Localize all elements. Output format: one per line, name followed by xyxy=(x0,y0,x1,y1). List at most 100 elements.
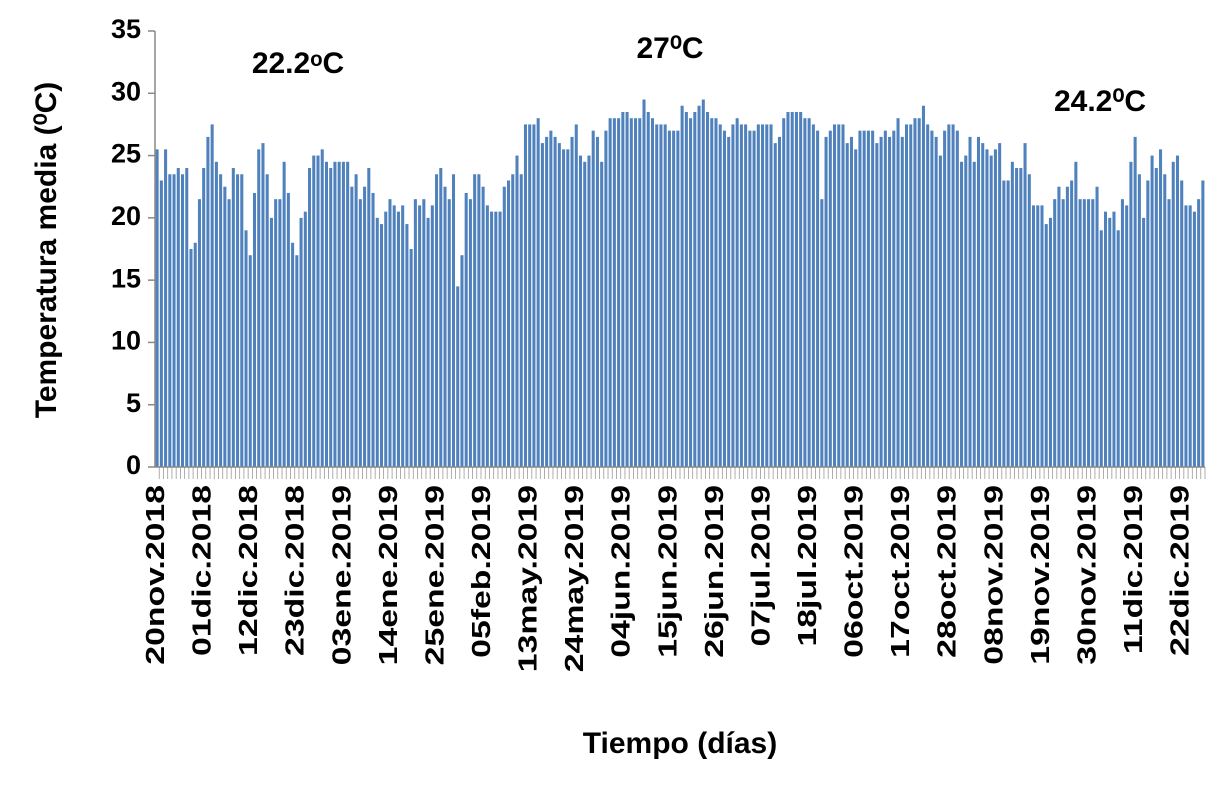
bar xyxy=(1099,230,1103,467)
bar xyxy=(451,174,456,467)
bar xyxy=(1116,230,1120,467)
y-axis-label: Temperatura media (⁰C) xyxy=(30,82,63,419)
bar xyxy=(756,124,760,467)
x-tick-label: 03ene.2019 xyxy=(328,485,356,665)
bar xyxy=(1184,205,1188,467)
bar xyxy=(960,161,964,468)
x-tick-label: 30nov.2019 xyxy=(1073,485,1101,665)
bar xyxy=(943,130,947,467)
bar xyxy=(337,161,341,468)
bar xyxy=(921,105,925,467)
bar xyxy=(236,174,240,467)
bar xyxy=(278,199,282,467)
bar xyxy=(193,242,197,467)
bar xyxy=(1032,205,1036,467)
bar xyxy=(1175,155,1180,468)
bar xyxy=(274,199,278,467)
bar xyxy=(964,155,968,468)
bar xyxy=(634,118,638,467)
bar xyxy=(269,217,273,467)
y-tick-label: 5 xyxy=(126,388,141,418)
bar xyxy=(168,174,172,467)
bar xyxy=(1078,199,1082,467)
bar xyxy=(659,124,663,467)
bar xyxy=(1074,161,1078,468)
bar xyxy=(481,186,485,467)
bar xyxy=(591,130,595,467)
bar xyxy=(587,155,591,468)
x-tick-label: 05feb.2019 xyxy=(468,485,496,658)
bar xyxy=(553,136,557,467)
bar xyxy=(1065,186,1069,467)
x-tick-label: 28oct.2019 xyxy=(933,485,961,658)
bar xyxy=(341,161,345,468)
bar xyxy=(816,130,820,467)
bar xyxy=(502,186,506,467)
bar xyxy=(401,205,405,467)
bar xyxy=(1057,186,1061,467)
bar xyxy=(1159,149,1163,468)
bar xyxy=(562,149,566,468)
bar xyxy=(468,199,472,467)
bar xyxy=(642,99,646,467)
bar xyxy=(1061,199,1065,467)
bar xyxy=(617,118,621,467)
bar xyxy=(1044,224,1048,467)
bar xyxy=(528,124,532,467)
bar xyxy=(667,130,671,467)
bar xyxy=(595,136,599,467)
bar xyxy=(578,155,583,468)
bar xyxy=(833,124,837,467)
bar xyxy=(523,124,527,467)
bar xyxy=(219,174,223,467)
bar xyxy=(291,242,295,467)
bar xyxy=(257,149,261,468)
bar xyxy=(1188,205,1192,467)
bar xyxy=(600,161,604,468)
bar xyxy=(748,130,752,467)
bar xyxy=(735,118,739,467)
bar xyxy=(1125,205,1129,467)
bar xyxy=(180,174,185,467)
x-tick-label: 11dic.2019 xyxy=(1120,485,1148,654)
bar xyxy=(900,136,904,467)
x-tick-label: 17oct.2019 xyxy=(887,485,915,658)
bar xyxy=(1048,217,1052,467)
bar xyxy=(545,136,549,467)
bar xyxy=(612,118,616,467)
bar xyxy=(1108,217,1112,467)
bar xyxy=(811,124,815,467)
bar xyxy=(396,211,400,467)
bar xyxy=(968,136,972,467)
bar xyxy=(511,174,515,467)
y-tick-label: 25 xyxy=(111,139,141,169)
bar xyxy=(231,168,235,467)
bar xyxy=(159,180,163,467)
bar xyxy=(701,99,705,467)
bar xyxy=(566,149,570,468)
bar xyxy=(947,124,951,467)
bar xyxy=(1146,180,1150,467)
x-tick-label: 24may.2019 xyxy=(561,485,589,672)
bar xyxy=(371,192,375,467)
bar xyxy=(1040,205,1044,467)
bar xyxy=(896,118,900,467)
bar xyxy=(841,124,845,467)
bar xyxy=(934,136,938,467)
bar xyxy=(532,124,536,467)
bar xyxy=(1082,199,1086,467)
bar xyxy=(761,124,765,467)
bar xyxy=(549,130,553,467)
bar xyxy=(324,161,328,468)
bar xyxy=(1036,205,1040,467)
bar xyxy=(727,136,731,467)
bar xyxy=(227,199,231,467)
bar xyxy=(697,105,701,467)
bar xyxy=(443,186,447,467)
bar xyxy=(993,149,997,468)
bar xyxy=(155,149,159,468)
bar xyxy=(913,118,917,467)
bar xyxy=(1150,155,1154,468)
bar xyxy=(625,111,629,467)
bar xyxy=(684,111,688,467)
